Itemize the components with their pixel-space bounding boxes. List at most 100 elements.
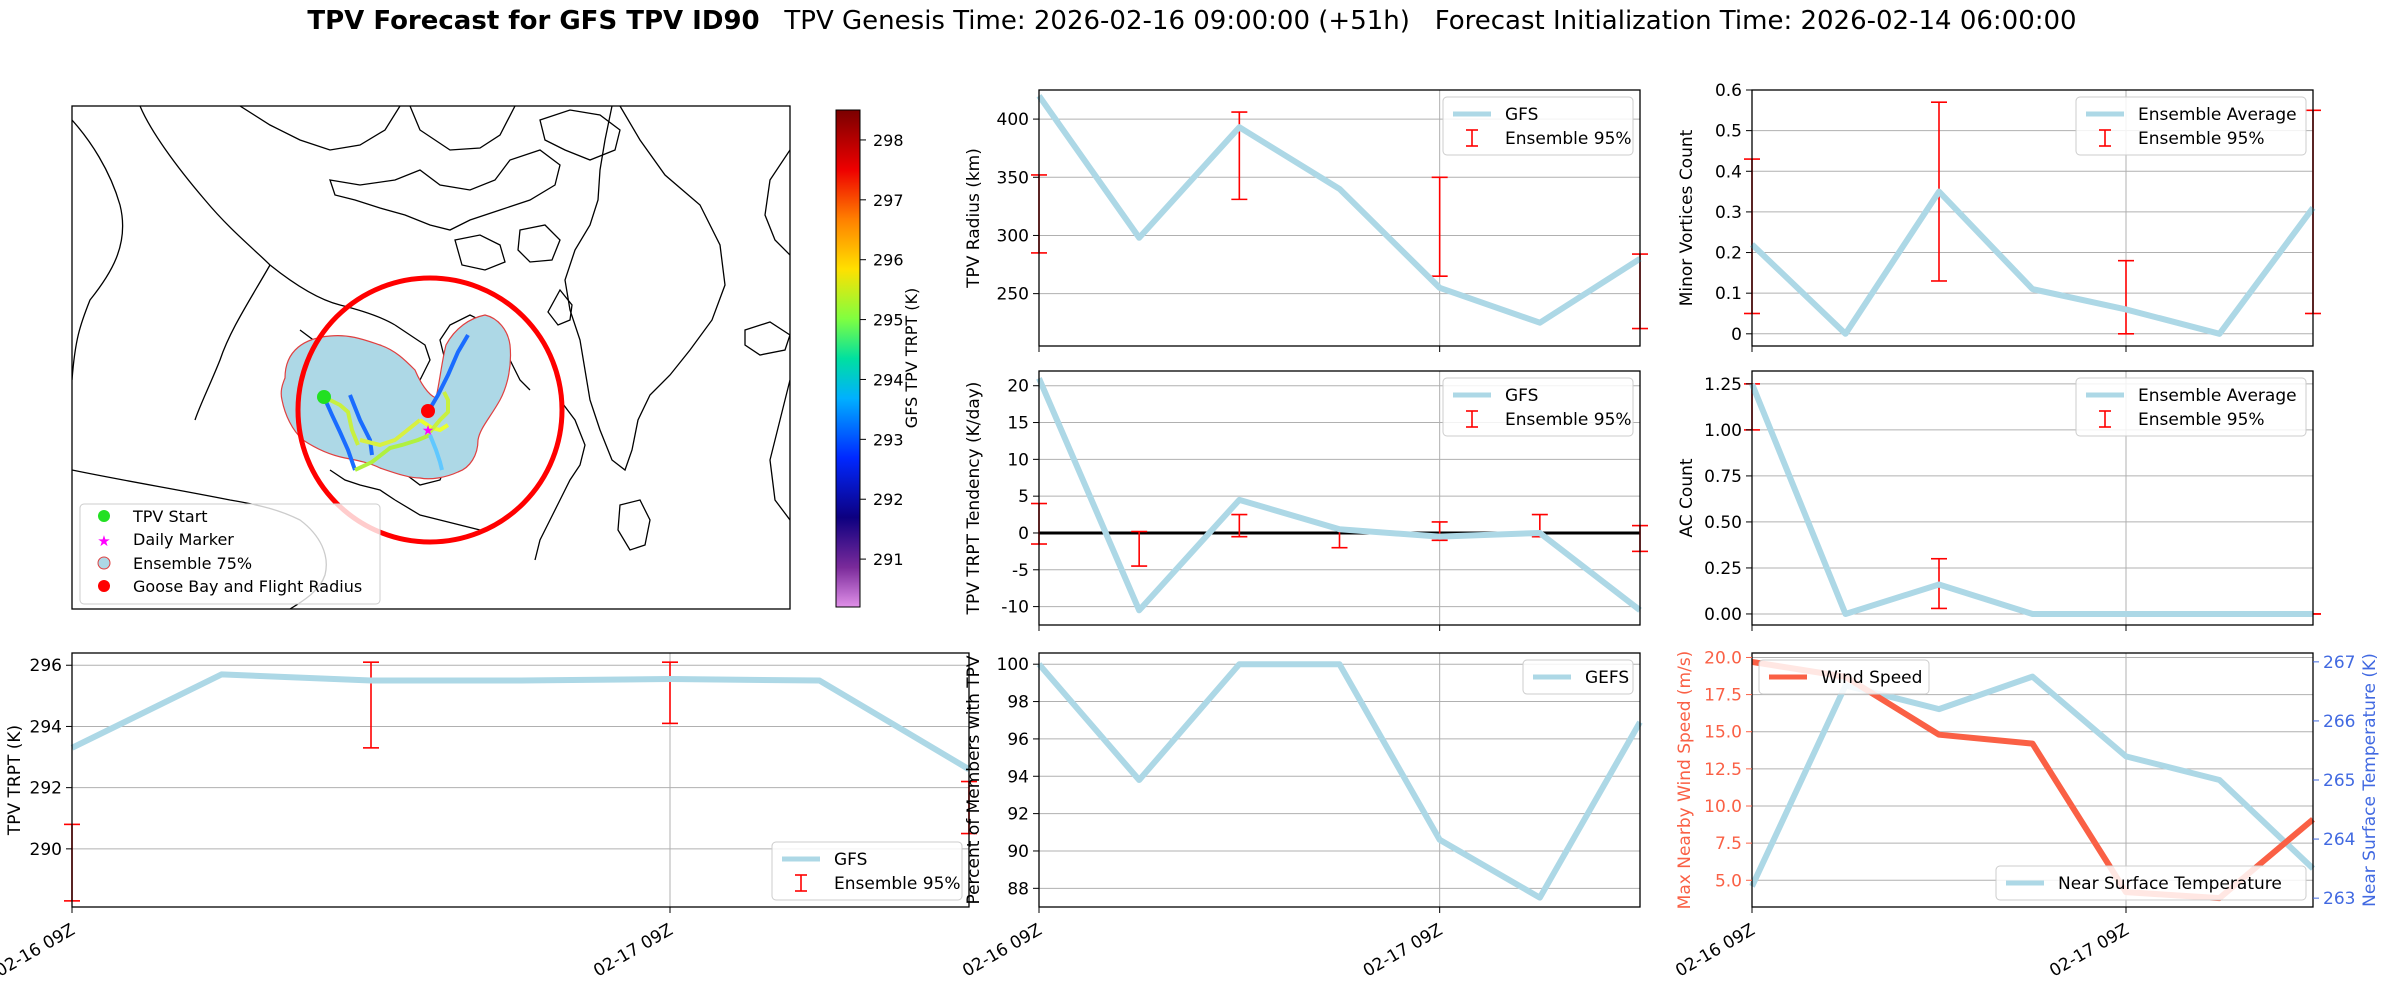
map-legend-daily: Daily Marker bbox=[133, 530, 234, 549]
y-tick-label: 17.5 bbox=[1704, 686, 1742, 706]
y-tick-label: 0.4 bbox=[1715, 162, 1742, 182]
y-axis-label: Max Nearby Wind Speed (m/s) bbox=[1675, 651, 1695, 910]
figure-title-rest: TPV Genesis Time: 2026-02-16 09:00:00 (+… bbox=[759, 6, 2077, 36]
colorbar-tick-label: 295 bbox=[873, 311, 904, 330]
colorbar-tick-label: 297 bbox=[873, 191, 904, 210]
y-tick-label: 0.25 bbox=[1704, 559, 1742, 579]
y-tick-label: 7.5 bbox=[1715, 834, 1742, 854]
y2-tick-label: 263 bbox=[2323, 889, 2355, 909]
map-geography bbox=[72, 106, 790, 609]
y-axis-label: Minor Vortices Count bbox=[1677, 129, 1697, 306]
y-tick-label: 15 bbox=[1007, 414, 1029, 434]
y2-axis-label: Near Surface Temperature (K) bbox=[2360, 653, 2380, 907]
legend-box bbox=[1442, 96, 1634, 156]
map-legend-start: TPV Start bbox=[132, 507, 208, 526]
colorbar-label: GFS TPV TRPT (K) bbox=[902, 288, 921, 428]
y-tick-label: 0.75 bbox=[1704, 467, 1742, 487]
y-tick-label: 0.6 bbox=[1715, 81, 1742, 101]
colorbar-tick-label: 298 bbox=[873, 131, 904, 150]
goose-bay-marker bbox=[421, 404, 435, 418]
y-tick-label: 10.0 bbox=[1704, 797, 1742, 817]
legend-daily-icon: ★ bbox=[97, 532, 110, 550]
legend-label: Ensemble 95% bbox=[834, 874, 961, 894]
colorbar-ticks: 291 292 293 294 295 296 297 298 bbox=[860, 131, 904, 569]
axes-frame bbox=[1751, 370, 2314, 626]
legend-ensemble-icon bbox=[97, 556, 111, 570]
y-tick-label: -10 bbox=[1001, 598, 1029, 618]
y-tick-label: 1.00 bbox=[1704, 421, 1742, 441]
legend-label: Ensemble 95% bbox=[1505, 129, 1632, 149]
legend-label: GFS bbox=[1505, 386, 1538, 406]
y-tick-label: 90 bbox=[1007, 842, 1029, 862]
y-axis-label: AC Count bbox=[1677, 458, 1697, 537]
daily-marker: ★ bbox=[422, 423, 435, 439]
y-tick-label: 88 bbox=[1007, 879, 1029, 899]
x-tick-label: 02-16 09Z bbox=[0, 920, 79, 981]
series-line bbox=[1036, 661, 1643, 901]
y-tick-label: 0 bbox=[1731, 325, 1742, 345]
legend-box bbox=[771, 841, 963, 901]
axes-frame bbox=[71, 652, 970, 908]
y-tick-label: 290 bbox=[30, 840, 62, 860]
x-tick-label: 02-16 09Z bbox=[1672, 920, 1758, 981]
x-tick-label: 02-17 09Z bbox=[2046, 920, 2132, 981]
colorbar bbox=[835, 109, 861, 608]
y-tick-label: 0.2 bbox=[1715, 244, 1742, 264]
y-tick-label: 0 bbox=[1018, 524, 1029, 544]
y-tick-label: 12.5 bbox=[1704, 760, 1742, 780]
legend-label: Near Surface Temperature bbox=[2058, 874, 2282, 894]
series-line bbox=[1036, 377, 1642, 614]
y-tick-label: 292 bbox=[30, 779, 62, 799]
tpv-start-marker bbox=[317, 390, 331, 404]
y-tick-label: 0.3 bbox=[1715, 203, 1742, 223]
series-line bbox=[1751, 658, 2315, 902]
flight-radius-circle bbox=[295, 275, 565, 545]
series-line bbox=[70, 671, 971, 772]
y-tick-label: 100 bbox=[997, 655, 1029, 675]
axes-frame bbox=[1038, 370, 1641, 626]
legend-goose-bay-icon bbox=[98, 580, 110, 592]
y-tick-label: 294 bbox=[30, 717, 62, 737]
map-frame bbox=[71, 105, 791, 610]
y-tick-label: 400 bbox=[997, 110, 1029, 130]
y-tick-label: 15.0 bbox=[1704, 723, 1742, 743]
legend-label: GFS bbox=[1505, 105, 1538, 125]
y-tick-label: -5 bbox=[1012, 561, 1029, 581]
series-line bbox=[1036, 94, 1642, 326]
legend-label: Wind Speed bbox=[1821, 668, 1922, 688]
legend-box bbox=[1758, 659, 1930, 695]
legend-box bbox=[1522, 659, 1634, 695]
legend-label: Ensemble 95% bbox=[2138, 129, 2265, 149]
y-axis-label: TPV TRPT (K) bbox=[5, 725, 25, 836]
colorbar-tick-label: 293 bbox=[873, 430, 904, 449]
legend-box bbox=[2075, 377, 2307, 437]
tpv-track bbox=[322, 333, 470, 472]
figure-title: TPV Forecast for GFS TPV ID90 TPV Genesi… bbox=[0, 6, 2384, 36]
x-tick-label: 02-16 09Z bbox=[959, 920, 1045, 981]
legend-label: Ensemble 95% bbox=[1505, 410, 1632, 430]
x-tick-label: 02-17 09Z bbox=[1360, 920, 1446, 981]
axes-frame bbox=[1751, 89, 2314, 347]
map-legend-goose-bay: Goose Bay and Flight Radius bbox=[133, 577, 362, 596]
y-tick-label: 20 bbox=[1007, 377, 1029, 397]
y-tick-label: 250 bbox=[997, 285, 1029, 305]
y-tick-label: 20.0 bbox=[1704, 648, 1742, 668]
figure-title-bold: TPV Forecast for GFS TPV ID90 bbox=[307, 6, 760, 36]
y-tick-label: 350 bbox=[997, 168, 1029, 188]
y-tick-label: 98 bbox=[1007, 693, 1029, 713]
y-axis-label: TPV Radius (km) bbox=[964, 148, 984, 289]
axes-frame bbox=[1038, 652, 1641, 908]
map-legend: TPV Start ★ Daily Marker Ensemble 75% Go… bbox=[79, 503, 381, 605]
legend-label: Ensemble 95% bbox=[2138, 410, 2265, 430]
y-tick-label: 0.00 bbox=[1704, 605, 1742, 625]
y-tick-label: 1.25 bbox=[1704, 375, 1742, 395]
axes-frame bbox=[1751, 652, 2314, 908]
y-tick-label: 0.1 bbox=[1715, 284, 1742, 304]
